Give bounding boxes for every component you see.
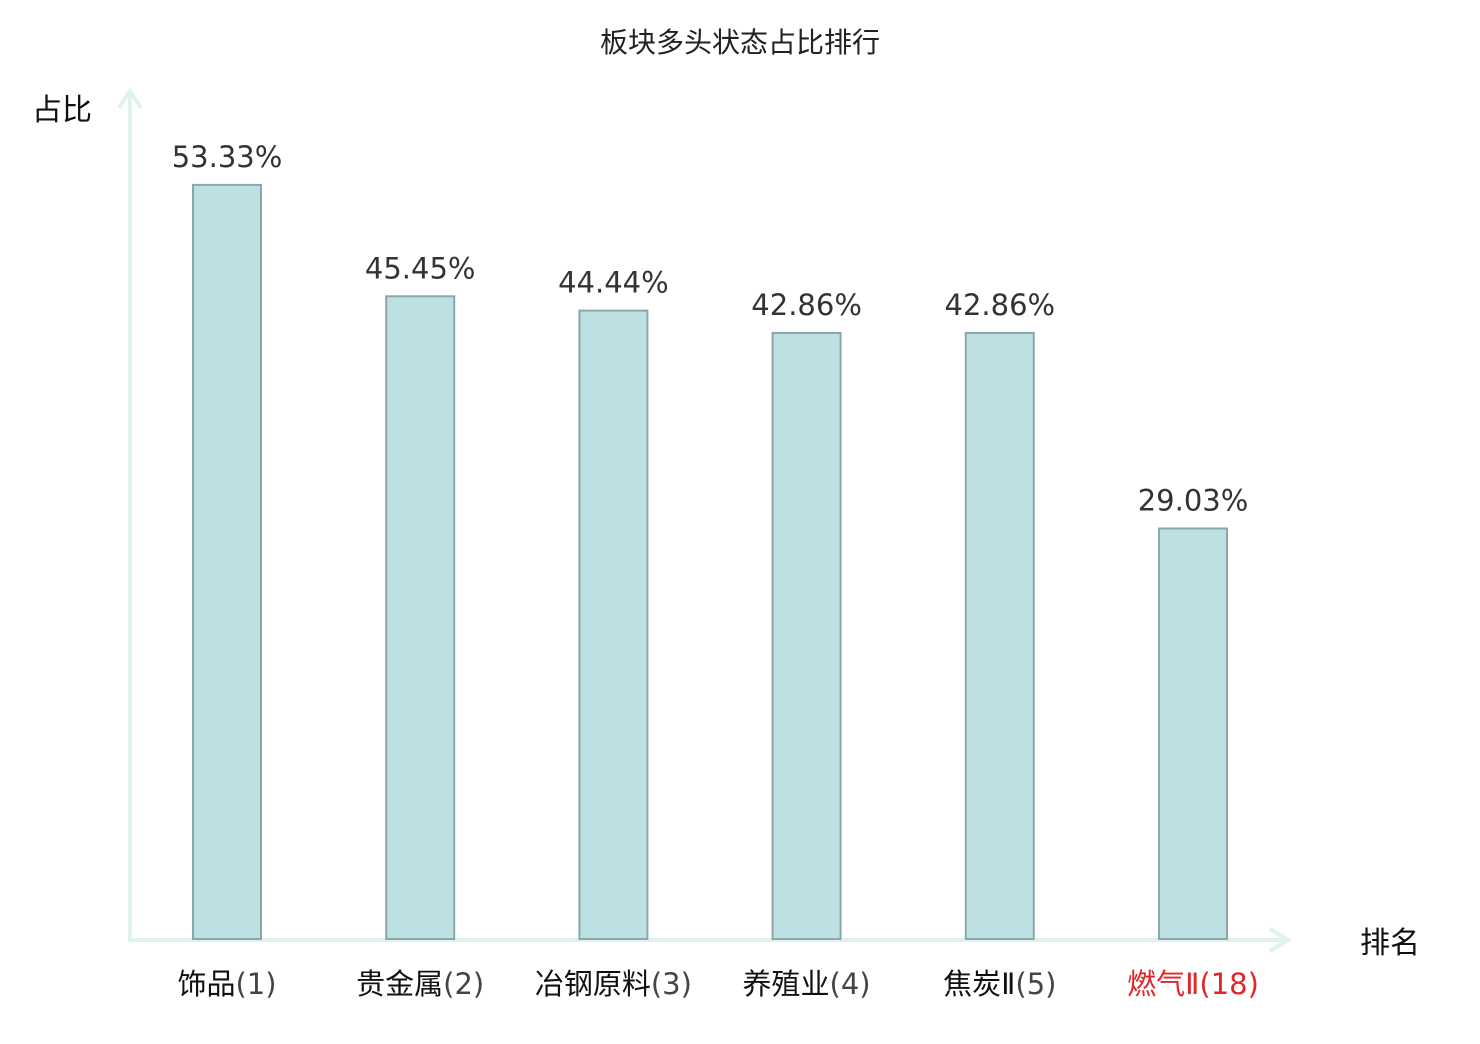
tick-label-name: 燃气Ⅱ [1127,967,1199,1001]
data-labels-group: 53.33% 45.45% 44.44% 42.86% 42.86% 29.03% [172,140,1249,518]
tick-label-name: 饰品 [177,967,235,1001]
data-label-5: 42.86% [945,288,1056,322]
bars-group [192,183,1228,941]
bar-1 [192,183,262,940]
tick-label-rank: (18) [1199,967,1259,1001]
tick-label-rank: (2) [443,967,484,1001]
data-label-6: 29.03% [1138,484,1249,518]
tick-label-3: 冶钢原料(3) [535,967,692,1001]
x-axis-arrow-icon [1268,927,1292,953]
tick-label-rank: (4) [830,967,871,1001]
data-label-3: 44.44% [558,266,669,300]
tick-label-name: 贵金属 [356,967,443,1001]
tick-label-name: 养殖业 [743,967,830,1001]
tick-label-2: 贵金属(2) [356,967,484,1001]
tick-label-4: 养殖业(4) [743,967,871,1001]
x-axis-label: 排名 [1360,926,1420,961]
data-label-4: 42.86% [751,288,862,322]
tick-label-6: 燃气Ⅱ(18) [1127,967,1259,1001]
tick-label-1: 饰品(1) [177,967,276,1001]
y-axis-label: 占比 [32,93,92,128]
tick-label-rank: (1) [235,967,276,1001]
tick-label-rank: (3) [651,967,692,1001]
tick-label-5: 焦炭Ⅱ(5) [943,967,1056,1001]
y-axis-arrow-icon [117,87,143,110]
bar-6 [1158,527,1228,940]
tick-label-rank: (5) [1015,967,1056,1001]
bar-2 [385,295,456,940]
tick-labels-group: 饰品(1) 贵金属(2) 冶钢原料(3) 养殖业(4) 焦炭Ⅱ(5) 燃气Ⅱ(18) [177,967,1258,1001]
tick-label-name: 焦炭Ⅱ [943,967,1015,1001]
bar-5 [964,332,1035,940]
tick-label-name: 冶钢原料 [535,967,651,1001]
bar-4 [771,332,842,940]
data-label-1: 53.33% [172,140,283,174]
chart-title: 板块多头状态占比排行 [600,26,880,59]
bar-3 [578,309,649,941]
data-label-2: 45.45% [365,251,476,285]
